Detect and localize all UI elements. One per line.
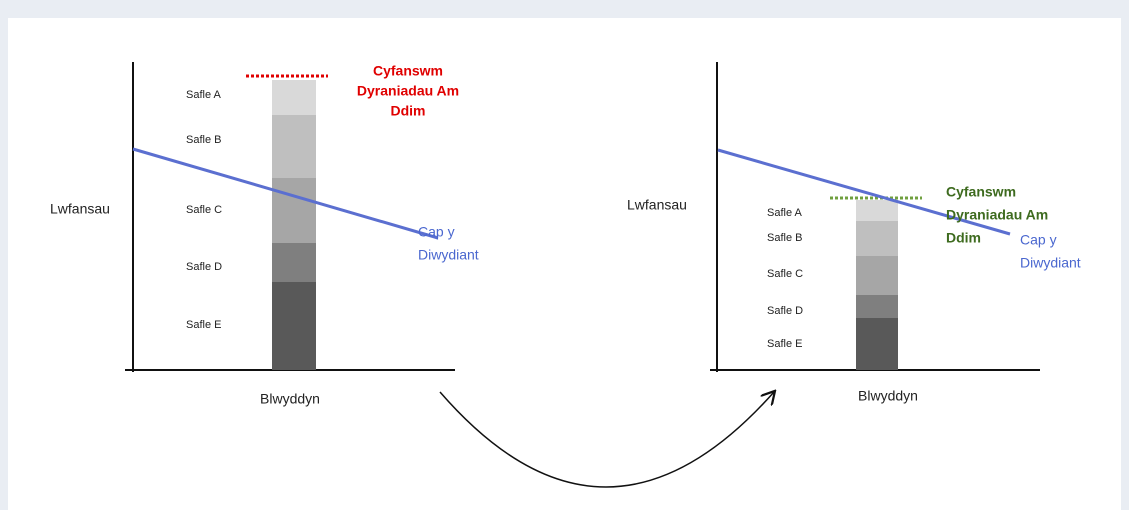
segment bbox=[856, 200, 898, 221]
total-label: Ddim bbox=[391, 103, 426, 119]
x-label: Blwyddyn bbox=[260, 391, 320, 407]
segment-label: Safle E bbox=[767, 338, 802, 350]
cap-line bbox=[717, 148, 1011, 236]
total-label: Ddim bbox=[946, 230, 981, 246]
total-label: Dyraniadau Am bbox=[946, 207, 1048, 223]
panel-left: Lwfansau Blwyddyn Safle A Safle B Safle … bbox=[50, 62, 479, 407]
total-label: Dyraniadau Am bbox=[357, 83, 459, 99]
transition-arrow bbox=[439, 392, 774, 488]
cap-line bbox=[132, 147, 439, 240]
segment bbox=[856, 295, 898, 318]
segment-label: Safle D bbox=[186, 261, 222, 273]
panel-right: Lwfansau Blwyddyn Safle A Safle B Safle … bbox=[627, 62, 1081, 404]
segment-label: Safle B bbox=[186, 134, 221, 146]
segment-label: Safle A bbox=[767, 207, 803, 219]
segment-label: Safle C bbox=[186, 204, 222, 216]
y-label: Lwfansau bbox=[50, 201, 110, 217]
total-label: Cyfanswm bbox=[373, 63, 443, 79]
cap-label: Diwydiant bbox=[418, 247, 479, 263]
total-label: Cyfanswm bbox=[946, 184, 1016, 200]
segment-label: Safle C bbox=[767, 268, 803, 280]
x-label: Blwyddyn bbox=[858, 388, 918, 404]
segment-label: Safle E bbox=[186, 319, 221, 331]
segment bbox=[272, 282, 316, 370]
segment bbox=[272, 178, 316, 243]
cap-label: Cap y bbox=[418, 224, 455, 240]
segment bbox=[272, 115, 316, 178]
segment bbox=[272, 243, 316, 282]
cap-label: Cap y bbox=[1020, 232, 1057, 248]
segment-label: Safle A bbox=[186, 89, 222, 101]
segment bbox=[856, 318, 898, 370]
segment bbox=[856, 221, 898, 256]
segment-label: Safle D bbox=[767, 305, 803, 317]
y-label: Lwfansau bbox=[627, 197, 687, 213]
segment-label: Safle B bbox=[767, 232, 802, 244]
cap-label: Diwydiant bbox=[1020, 255, 1081, 271]
segment bbox=[272, 80, 316, 115]
segment bbox=[856, 256, 898, 295]
canvas bbox=[8, 18, 1121, 510]
